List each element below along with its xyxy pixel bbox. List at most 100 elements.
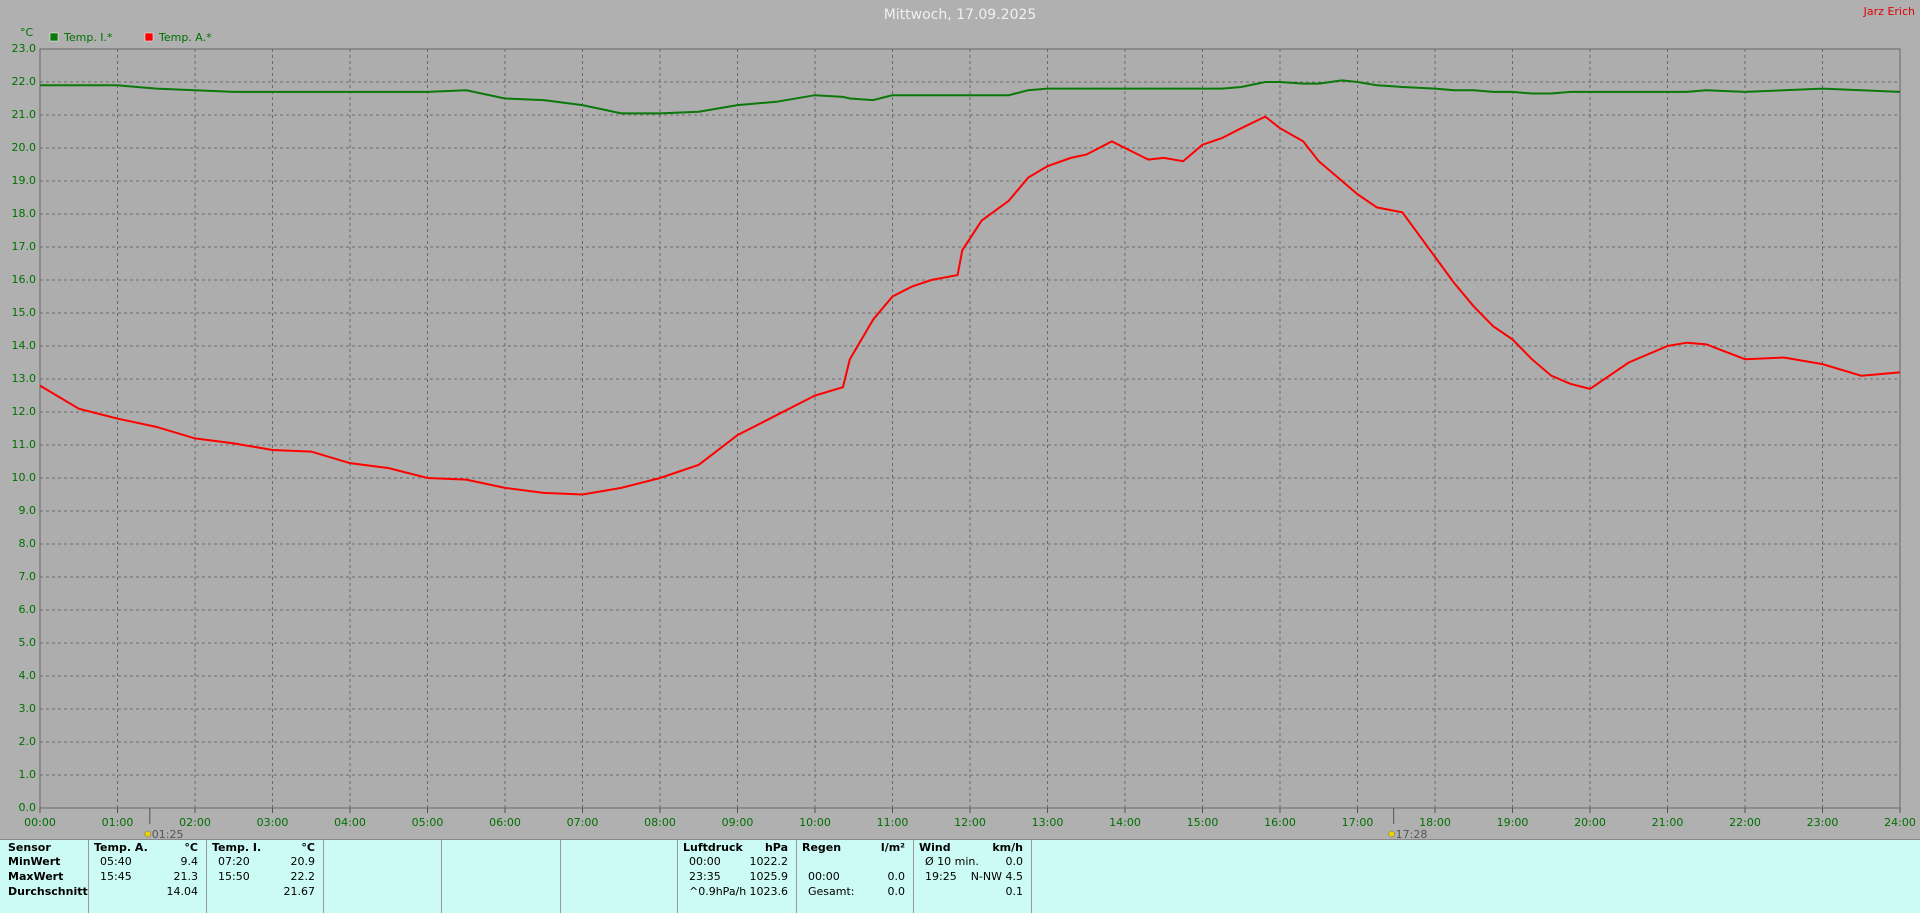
chart-title: Mittwoch, 17.09.2025 — [884, 7, 1037, 23]
y-tick-label: 21.0 — [12, 108, 37, 121]
y-tick-label: 12.0 — [12, 405, 37, 418]
y-tick-label: 10.0 — [12, 471, 37, 484]
value-cell: 1025.9 — [749, 870, 789, 883]
annotation-label: 17:28 — [1396, 828, 1428, 839]
value-cell: 9.4 — [180, 855, 199, 868]
separator — [323, 840, 324, 913]
y-tick-label: 9.0 — [19, 504, 37, 517]
data-line — [40, 79, 1901, 115]
time-cell: 15:45 — [100, 870, 132, 883]
y-tick-label: 5.0 — [19, 636, 37, 649]
y-tick-label: 6.0 — [19, 603, 37, 616]
x-tick-label: 04:00 — [334, 816, 366, 829]
x-tick-label: 01:00 — [102, 816, 134, 829]
separator — [560, 840, 561, 913]
y-tick-label: 23.0 — [12, 42, 37, 55]
x-tick-label: 09:00 — [722, 816, 754, 829]
x-tick-label: 05:00 — [412, 816, 444, 829]
y-tick-label: 1.0 — [19, 768, 37, 781]
row-label: Durchschnitt — [8, 885, 88, 898]
x-tick-label: 17:00 — [1342, 816, 1374, 829]
x-tick-label: 18:00 — [1419, 816, 1451, 829]
y-tick-label: 16.0 — [12, 273, 37, 286]
header-cell: km/h — [992, 841, 1023, 854]
value-cell: 0.0 — [887, 885, 906, 898]
x-tick-label: 06:00 — [489, 816, 521, 829]
value-cell: 1023.6 — [749, 885, 789, 898]
separator — [88, 840, 89, 913]
x-tick-label: 10:00 — [799, 816, 831, 829]
x-tick-label: 23:00 — [1807, 816, 1839, 829]
y-axis-label: °C — [20, 26, 34, 39]
row-label: MinWert — [8, 855, 61, 868]
annotation-label: 01:25 — [152, 828, 184, 839]
time-cell: 15:50 — [218, 870, 250, 883]
header-cell: l/m² — [880, 841, 905, 854]
annotation-icon — [1388, 830, 1395, 838]
value-cell: 21.67 — [283, 885, 316, 898]
time-cell: 00:00 — [808, 870, 840, 883]
value-cell: 1022.2 — [749, 855, 789, 868]
y-tick-label: 22.0 — [12, 75, 37, 88]
stats-panel: Sensor MinWert MaxWert Durchschnitt Temp. A.… — [0, 839, 1920, 913]
y-tick-label: 2.0 — [19, 735, 37, 748]
legend-swatch — [49, 32, 59, 42]
y-tick-label: 17.0 — [12, 240, 37, 253]
x-tick-label: 21:00 — [1652, 816, 1684, 829]
annotation-icon — [144, 830, 152, 838]
time-cell: Ø 10 min. — [925, 855, 979, 868]
value-cell: 14.04 — [166, 885, 199, 898]
header-cell: hPa — [764, 841, 788, 854]
value-cell: 0.1 — [1005, 885, 1024, 898]
y-tick-label: 15.0 — [12, 306, 37, 319]
separator — [206, 840, 207, 913]
y-tick-label: 11.0 — [12, 438, 37, 451]
x-tick-label: 16:00 — [1264, 816, 1296, 829]
header-cell: Sensor — [8, 841, 51, 854]
time-cell: 23:35 — [689, 870, 721, 883]
x-tick-label: 00:00 — [24, 816, 56, 829]
user-name: Jarz Erich — [1863, 5, 1915, 18]
x-tick-label: 24:00 — [1884, 816, 1916, 829]
time-cell: 05:40 — [100, 855, 132, 868]
time-cell: 00:00 — [689, 855, 721, 868]
y-tick-label: 8.0 — [19, 537, 37, 550]
row-label: MaxWert — [8, 870, 64, 883]
legend-label: Temp. I.* — [63, 31, 113, 44]
x-tick-label: 22:00 — [1729, 816, 1761, 829]
value-cell: 0.0 — [887, 870, 906, 883]
time-cell: ^0.9hPa/h — [689, 885, 747, 898]
x-tick-label: 19:00 — [1497, 816, 1529, 829]
header-cell: Wind — [919, 841, 951, 854]
y-tick-label: 13.0 — [12, 372, 37, 385]
x-tick-label: 13:00 — [1032, 816, 1064, 829]
x-tick-label: 15:00 — [1187, 816, 1219, 829]
legend-swatch — [144, 32, 154, 42]
separator — [1031, 840, 1032, 913]
value-cell: 22.2 — [290, 870, 316, 883]
y-tick-label: 4.0 — [19, 669, 37, 682]
value-cell: N-NW 4.5 — [970, 870, 1023, 883]
y-tick-label: 18.0 — [12, 207, 37, 220]
x-tick-label: 08:00 — [644, 816, 676, 829]
value-cell: 21.3 — [173, 870, 199, 883]
header-cell: Temp. I. — [212, 841, 262, 854]
separator — [441, 840, 442, 913]
y-tick-label: 20.0 — [12, 141, 37, 154]
y-tick-label: 0.0 — [19, 801, 37, 814]
time-cell: 19:25 — [925, 870, 957, 883]
x-tick-label: 03:00 — [257, 816, 289, 829]
y-tick-label: 3.0 — [19, 702, 37, 715]
x-tick-label: 02:00 — [179, 816, 211, 829]
time-cell: Gesamt: — [808, 885, 855, 898]
x-tick-label: 07:00 — [567, 816, 599, 829]
time-cell: 07:20 — [218, 855, 250, 868]
value-cell: 0.0 — [1005, 855, 1024, 868]
chart: Mittwoch, 17.09.2025 Jarz Erich °C Temp.… — [12, 5, 1916, 839]
x-tick-label: 14:00 — [1109, 816, 1141, 829]
separator — [913, 840, 914, 913]
header-cell: Regen — [802, 841, 842, 854]
data-line — [39, 115, 1901, 496]
x-tick-label: 12:00 — [954, 816, 986, 829]
